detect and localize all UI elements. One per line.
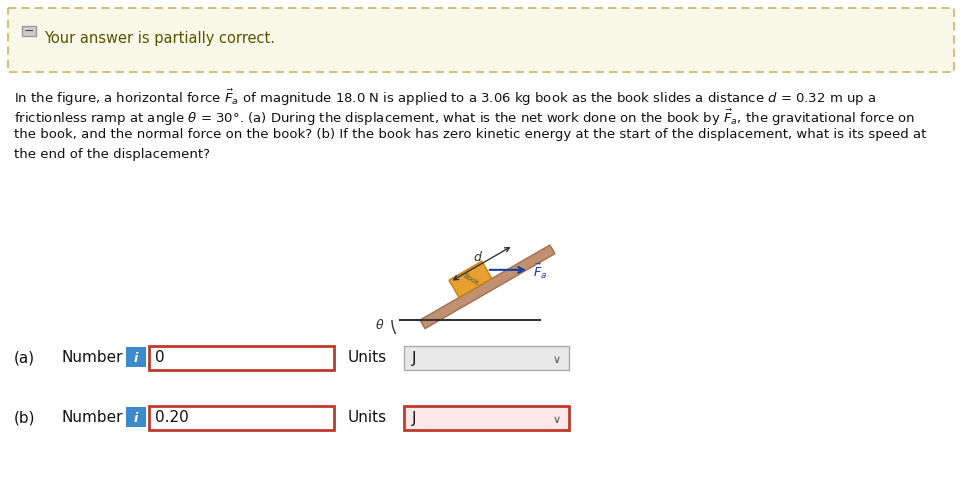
Text: $\vec{F}_{a}$: $\vec{F}_{a}$ [532,261,547,281]
Text: Book: Book [461,272,479,286]
Polygon shape [420,245,554,329]
Text: $d$: $d$ [472,250,482,264]
Text: Number: Number [62,411,123,425]
FancyBboxPatch shape [126,407,146,427]
Text: the end of the displacement?: the end of the displacement? [14,148,209,161]
Text: the book, and the normal force on the book? (b) If the book has zero kinetic ene: the book, and the normal force on the bo… [14,128,925,141]
Text: 0.20: 0.20 [155,411,188,425]
FancyBboxPatch shape [126,347,146,367]
Text: J: J [411,411,416,425]
Text: Units: Units [348,411,386,425]
Text: J: J [411,350,416,366]
Text: 0: 0 [155,350,164,366]
Text: Number: Number [62,350,123,366]
Text: Units: Units [348,350,386,366]
Polygon shape [449,261,491,297]
FancyBboxPatch shape [404,346,568,370]
FancyBboxPatch shape [404,406,568,430]
FancyBboxPatch shape [8,8,953,72]
Text: In the figure, a horizontal force $\vec{F}_{a}$ of magnitude 18.0 N is applied t: In the figure, a horizontal force $\vec{… [14,88,875,109]
Text: $\theta$: $\theta$ [374,318,383,332]
Text: ∨: ∨ [553,355,560,365]
FancyBboxPatch shape [149,406,333,430]
Text: frictionless ramp at angle $\theta$ = 30°. (a) During the displacement, what is : frictionless ramp at angle $\theta$ = 30… [14,108,914,129]
Text: −: − [24,24,35,37]
Text: i: i [134,412,138,424]
Text: ∨: ∨ [553,415,560,425]
Text: i: i [134,351,138,365]
Text: Your answer is partially correct.: Your answer is partially correct. [44,31,275,46]
Text: (a): (a) [14,350,36,366]
FancyBboxPatch shape [22,26,36,36]
Text: (b): (b) [14,411,36,425]
FancyBboxPatch shape [149,346,333,370]
